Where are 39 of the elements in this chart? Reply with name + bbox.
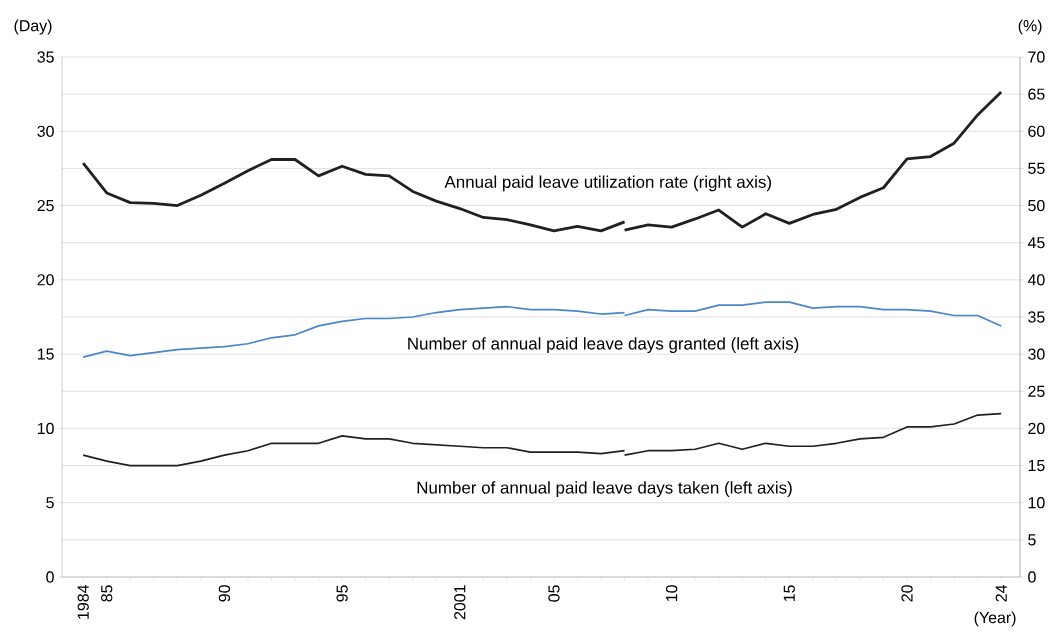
y2-tick-label: 10 — [1028, 497, 1045, 509]
y2-tick-label: 0 — [1028, 571, 1036, 583]
y2-axis-title: (%) — [1018, 19, 1042, 35]
series-label: Number of annual paid leave days granted (left axis) — [408, 337, 799, 353]
y2-tick-label: 65 — [1028, 88, 1045, 100]
series-label: Annual paid leave utilization rate (right axis) — [444, 175, 771, 192]
y-tick-label: 5 — [46, 497, 54, 509]
x-tick-label: 24 — [995, 585, 1007, 602]
y2-tick-label: 70 — [1028, 51, 1045, 63]
y-tick-label: 20 — [37, 274, 54, 286]
y2-tick-label: 50 — [1028, 199, 1045, 212]
x-tick-label: 05 — [548, 585, 560, 602]
x-tick-label: 15 — [783, 585, 795, 602]
y-tick-label: 25 — [37, 199, 54, 212]
y2-tick-label: 5 — [1028, 534, 1036, 546]
y-axis-title: (Day) — [14, 19, 52, 35]
y-tick-label: 10 — [37, 422, 54, 435]
y2-tick-label: 30 — [1028, 348, 1045, 360]
y2-tick-label: 45 — [1027, 237, 1045, 249]
x-tick-label: 1984 — [77, 585, 89, 619]
text: Number of annual paid leave days taken (left axis) — [417, 481, 792, 498]
x-tick-label: 2001 — [454, 585, 466, 620]
y2-tick-label: 20 — [1028, 422, 1045, 435]
x-tick-label: 85 — [101, 585, 113, 602]
y-tick-label: 0 — [46, 571, 54, 583]
y-tick-label: 30 — [37, 125, 54, 137]
x-axis-title: (Year) — [974, 611, 1016, 627]
y2-tick-label: 60 — [1028, 125, 1045, 137]
y-tick-label: 35 — [37, 51, 54, 63]
y2-tick-label: 15 — [1028, 460, 1045, 472]
y2-tick-label: 40 — [1027, 274, 1045, 286]
x-tick-label: 10 — [666, 585, 678, 602]
y-tick-label: 15 — [37, 348, 54, 360]
x-tick-label: 95 — [336, 585, 348, 602]
x-tick-label: 90 — [218, 585, 231, 602]
y2-tick-label: 25 — [1028, 385, 1045, 397]
y2-tick-label: 35 — [1028, 311, 1045, 323]
y2-tick-label: 55 — [1028, 162, 1045, 174]
x-tick-label: 20 — [901, 585, 913, 602]
